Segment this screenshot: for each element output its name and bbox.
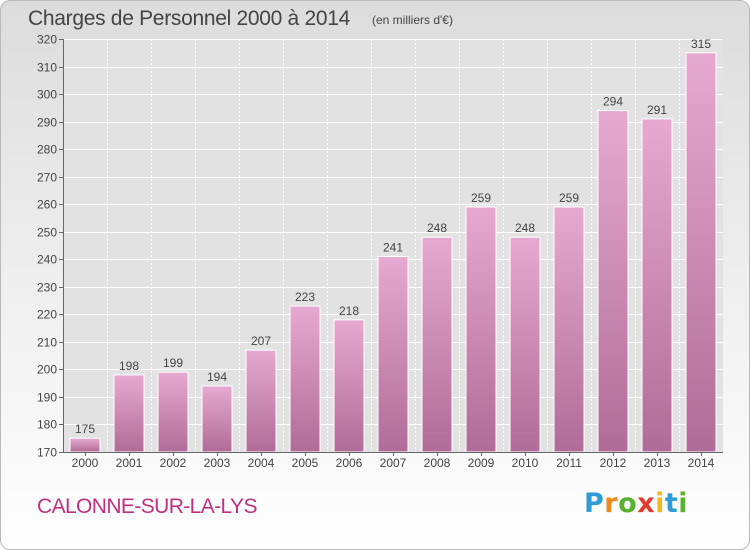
bar-2005 (289, 305, 321, 453)
y-tick-label: 300 (37, 88, 57, 102)
bar-2008 (421, 236, 453, 453)
bar-2012 (597, 110, 629, 453)
logo-letter: P (584, 488, 605, 519)
value-label: 194 (207, 370, 227, 384)
y-tick-label: 170 (37, 446, 57, 460)
y-tick-label: 200 (37, 363, 57, 377)
x-tick-label: 2014 (688, 456, 715, 470)
chart-subtitle: (en milliers d'€) (372, 13, 453, 27)
bar-2011 (553, 206, 585, 453)
value-label: 175 (75, 422, 95, 436)
bar-2014 (685, 52, 717, 453)
logo-letter: i (678, 488, 689, 519)
value-label: 218 (339, 304, 359, 318)
x-tick-label: 2006 (336, 456, 363, 470)
x-tick-label: 2011 (556, 456, 582, 470)
value-label: 259 (559, 191, 579, 205)
value-label: 248 (515, 221, 535, 235)
chart-title: Charges de Personnel 2000 à 2014 (28, 7, 350, 30)
y-tick-label: 240 (37, 253, 57, 267)
value-label: 241 (383, 241, 403, 255)
bar-2000 (69, 437, 101, 453)
y-tick-label: 220 (37, 308, 57, 322)
x-tick-label: 2003 (204, 456, 231, 470)
proxiti-logo[interactable]: Proxiti (584, 488, 688, 519)
y-tick-label: 230 (37, 281, 57, 295)
bar-2002 (157, 371, 189, 453)
value-label: 198 (119, 359, 139, 373)
x-tick-label: 2012 (600, 456, 627, 470)
x-tick-label: 2013 (644, 456, 671, 470)
y-tick-label: 250 (37, 226, 57, 240)
bar-2006 (333, 319, 365, 453)
value-label: 259 (471, 191, 491, 205)
y-tick-label: 290 (37, 116, 57, 130)
x-tick-label: 2004 (248, 456, 275, 470)
y-tick-label: 190 (37, 391, 57, 405)
value-label: 248 (427, 221, 447, 235)
x-tick-label: 2010 (512, 456, 539, 470)
bar-2009 (465, 206, 497, 453)
value-label: 291 (647, 103, 667, 117)
bar-2004 (245, 349, 277, 453)
value-label: 315 (691, 37, 711, 51)
x-tick-label: 2008 (424, 456, 451, 470)
bars: 175 198 199 194 207 223 218 241 248 259 248 259 294 2… (69, 37, 717, 453)
value-label: 199 (163, 356, 183, 370)
logo-letter: o (618, 488, 638, 519)
bar-2001 (113, 374, 145, 453)
bar-2013 (641, 118, 673, 453)
x-tick-label: 2005 (292, 456, 319, 470)
axes: 170 180 190 200 210 220 230 240 250 260 270 280 290 3… (37, 33, 723, 470)
bar-2010 (509, 236, 541, 453)
x-tick-label: 2002 (160, 456, 187, 470)
x-tick-label: 2000 (72, 456, 99, 470)
bar-2003 (201, 385, 233, 453)
y-tick-label: 260 (37, 198, 57, 212)
logo-letter: t (664, 488, 679, 519)
y-tick-label: 210 (37, 336, 57, 350)
location-name: CALONNE-SUR-LA-LYS (37, 495, 257, 518)
logo-letter: r (604, 488, 619, 519)
x-tick-label: 2001 (116, 456, 143, 470)
y-tick-label: 310 (37, 61, 57, 75)
y-tick-label: 320 (37, 33, 57, 47)
value-label: 294 (603, 95, 623, 109)
y-tick-label: 270 (37, 171, 57, 185)
y-tick-label: 180 (37, 418, 57, 432)
y-tick-label: 280 (37, 143, 57, 157)
logo-letter: i (655, 488, 665, 519)
logo-letter: x (637, 488, 656, 519)
x-tick-label: 2007 (380, 456, 407, 470)
value-label: 207 (251, 334, 271, 348)
value-label: 223 (295, 290, 315, 304)
bar-2007 (377, 256, 409, 453)
x-tick-label: 2009 (468, 456, 495, 470)
